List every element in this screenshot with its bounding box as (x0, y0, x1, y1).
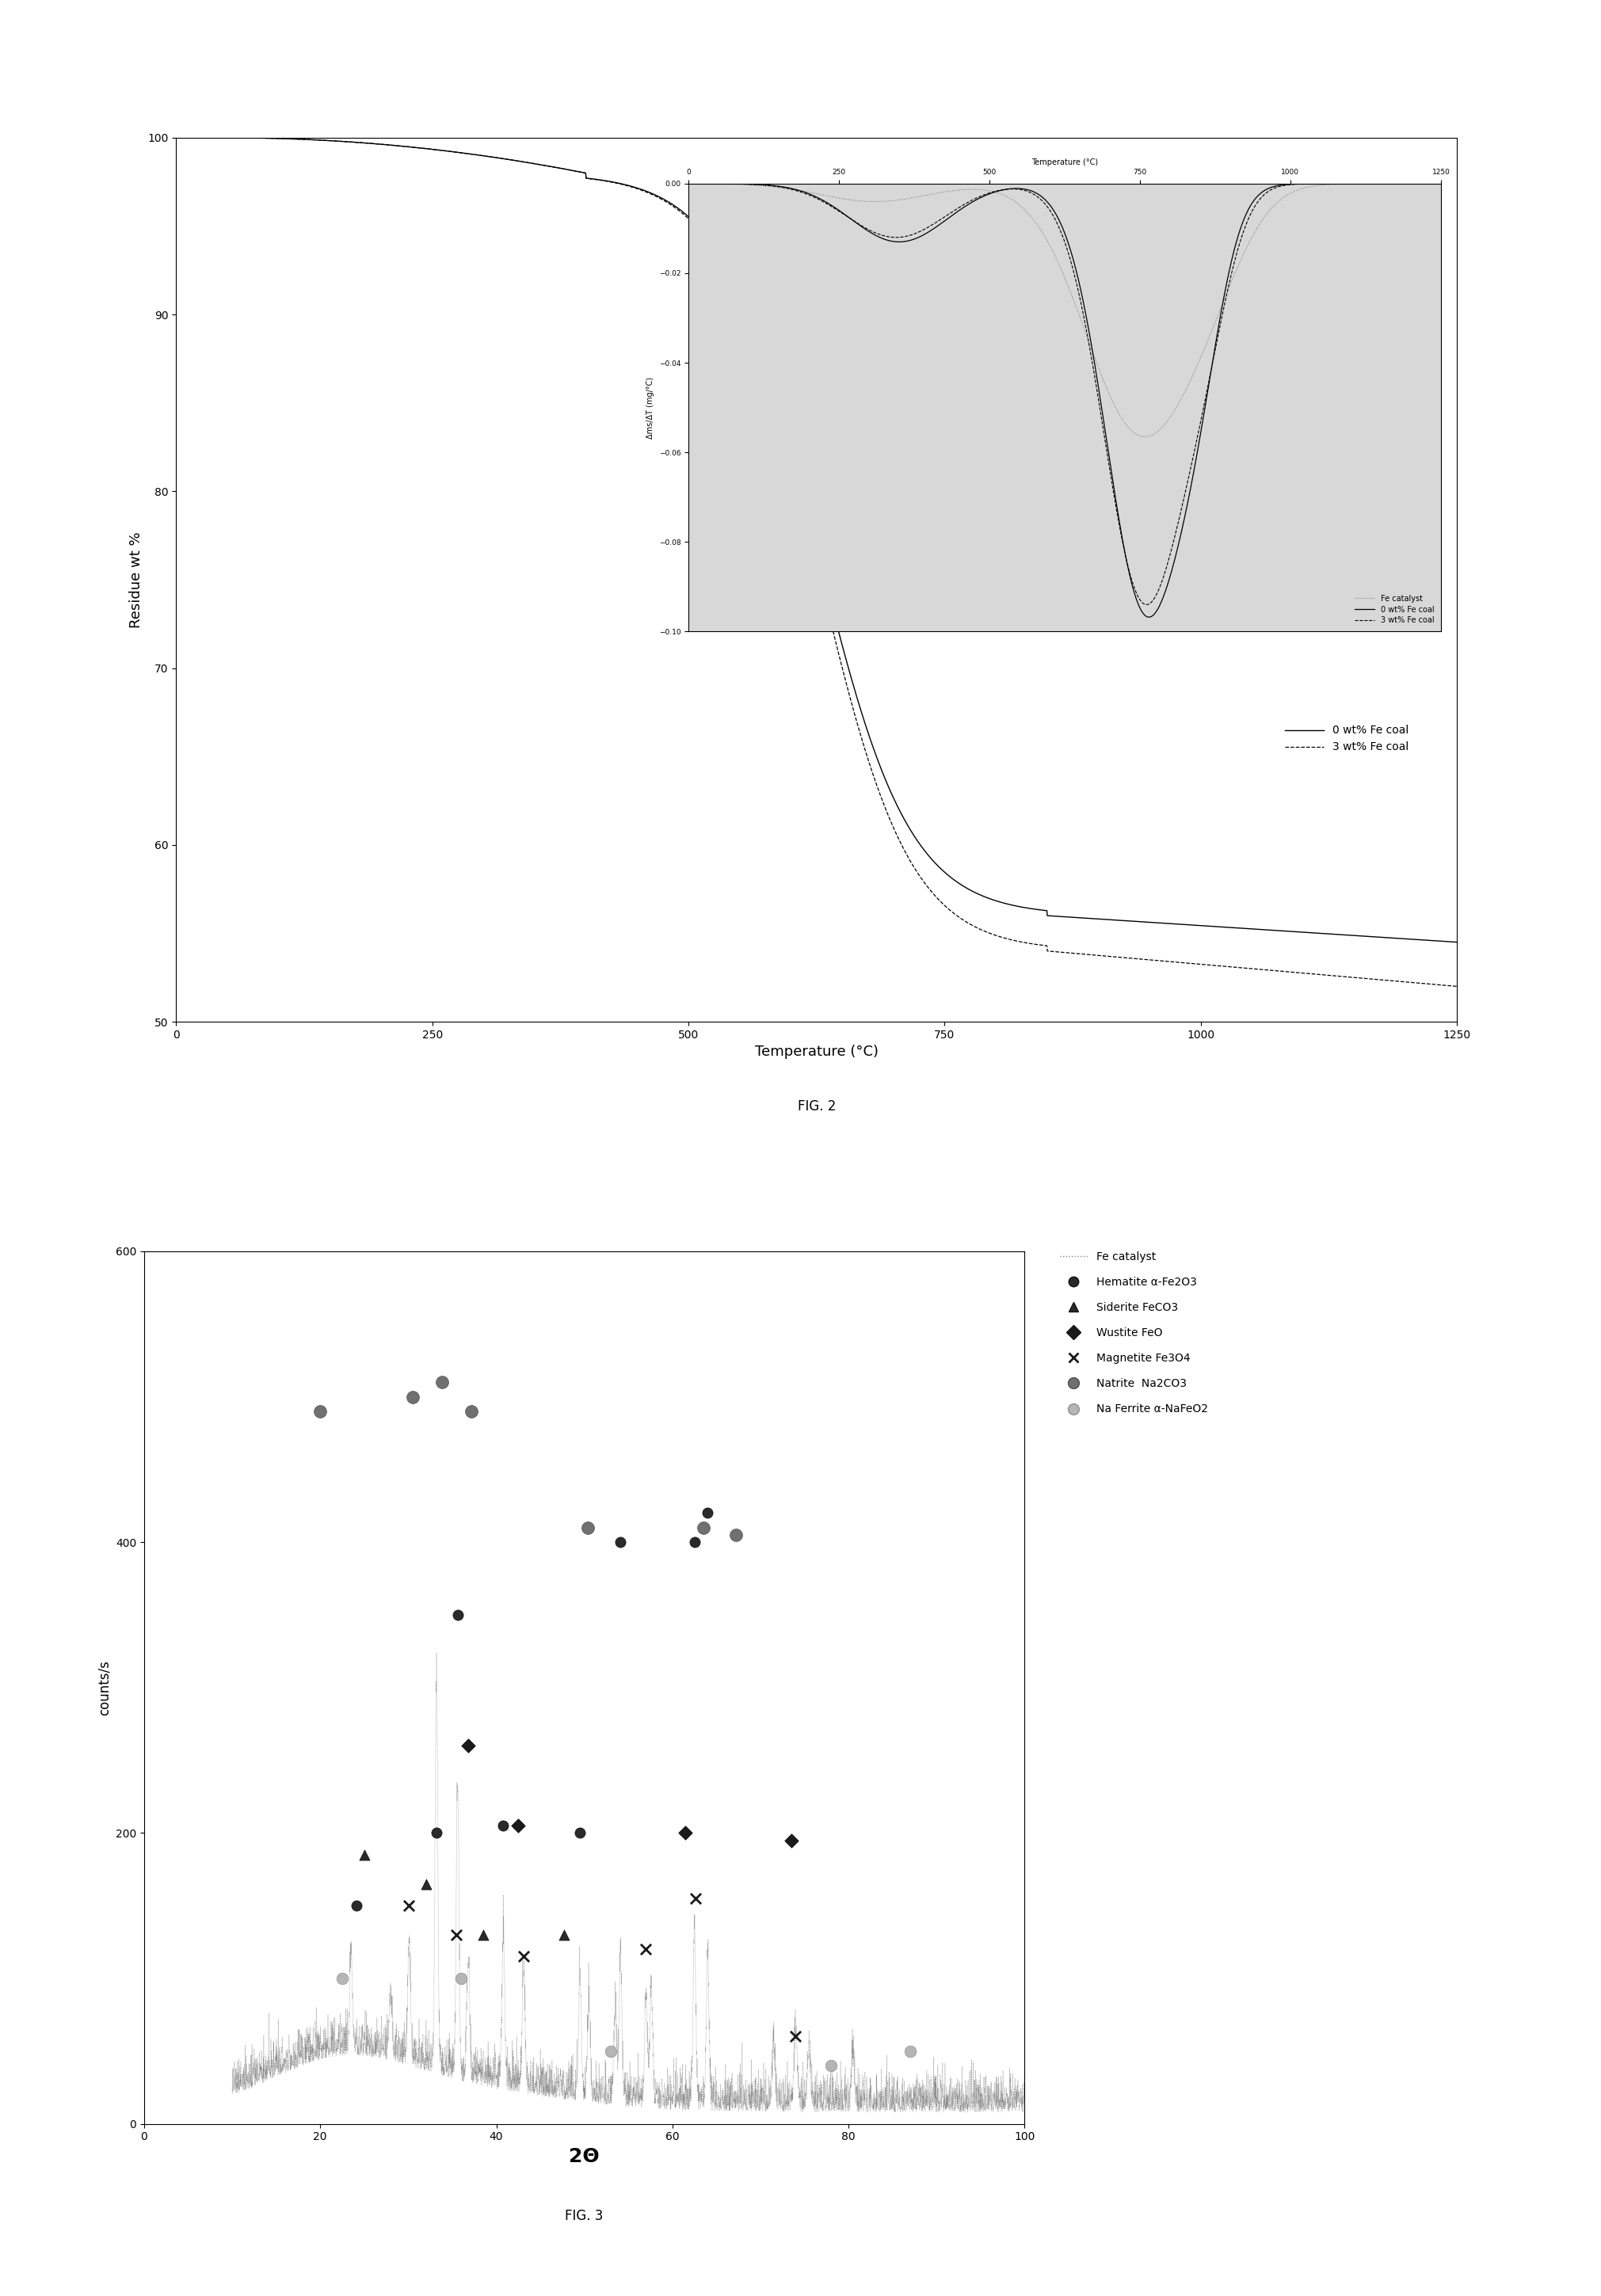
Point (551, 1917, 576, 1954)
Point (898, 2032, 924, 2069)
Point (778, 1823, 804, 1860)
Point (445, 1596, 471, 1632)
Y-axis label: counts/s: counts/s (96, 1660, 110, 1715)
Point (506, 1807, 532, 1844)
Point (634, 1931, 660, 1968)
Point (413, 1864, 439, 1901)
Point (682, 1880, 708, 1917)
Point (455, 1727, 480, 1763)
Point (724, 1515, 749, 1552)
Point (443, 1917, 469, 1954)
Point (695, 1495, 720, 1531)
Point (575, 1508, 600, 1545)
Point (424, 1814, 450, 1851)
Point (511, 1938, 536, 1975)
Point (459, 1394, 485, 1430)
Text: FIG. 2: FIG. 2 (797, 1100, 836, 1114)
Legend: Fe catalyst, Hematite α-Fe2O3, Siderite FeCO3, Wustite FeO, Magnetite Fe3O4, Nat: Fe catalyst, Hematite α-Fe2O3, Siderite … (1057, 1249, 1212, 1419)
X-axis label: 2Θ: 2Θ (568, 2147, 600, 2165)
Point (608, 1525, 634, 1561)
Point (448, 1961, 474, 1998)
Point (344, 1887, 370, 1924)
Legend: 0 wt% Fe coal, 3 wt% Fe coal: 0 wt% Fe coal, 3 wt% Fe coal (1281, 721, 1414, 758)
X-axis label: Temperature (°C): Temperature (°C) (1031, 158, 1098, 165)
X-axis label: Temperature (°C): Temperature (°C) (754, 1045, 879, 1058)
Point (490, 1807, 516, 1844)
Y-axis label: Δms/ΔT (mg/°C): Δms/ΔT (mg/°C) (647, 377, 655, 439)
Text: FIG. 3: FIG. 3 (565, 2209, 604, 2223)
Point (783, 2018, 809, 2055)
Point (690, 1508, 716, 1545)
Point (471, 1917, 496, 1954)
Point (429, 1364, 455, 1401)
Point (672, 1814, 698, 1851)
Point (400, 1378, 426, 1414)
Point (352, 1837, 378, 1874)
Point (599, 2032, 624, 2069)
Point (397, 1887, 423, 1924)
Point (330, 1961, 355, 1998)
Point (307, 1394, 333, 1430)
Y-axis label: Residue wt %: Residue wt % (128, 533, 142, 627)
Point (682, 1525, 708, 1561)
Point (567, 1814, 592, 1851)
Point (818, 2048, 844, 2085)
Legend: Fe catalyst, 0 wt% Fe coal, 3 wt% Fe coal: Fe catalyst, 0 wt% Fe coal, 3 wt% Fe coa… (1351, 592, 1438, 627)
